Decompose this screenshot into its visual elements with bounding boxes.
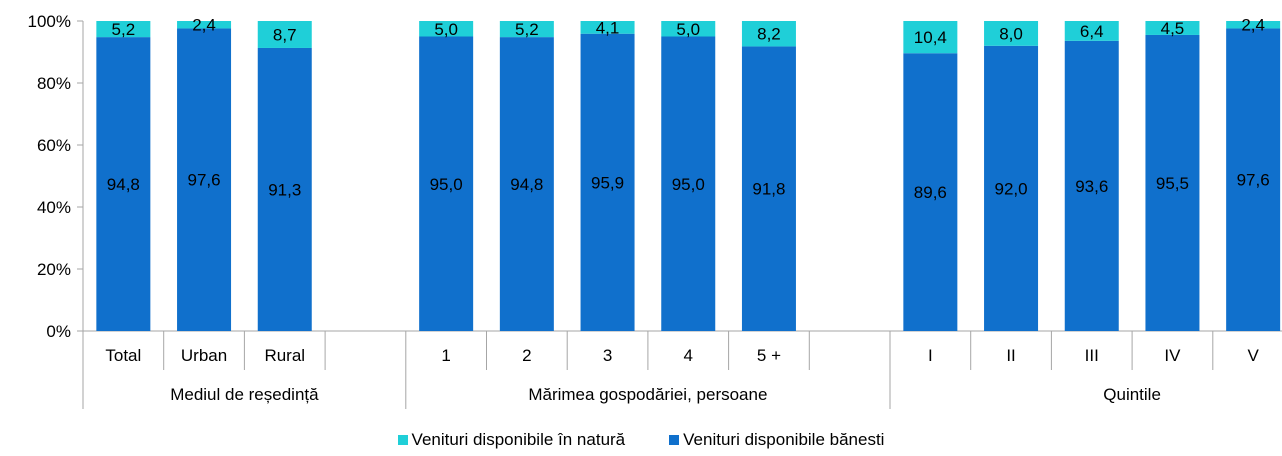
- y-tick-label: 0%: [46, 322, 71, 341]
- data-label-banesti: 94,8: [107, 175, 140, 194]
- bar-segment-natura: [177, 21, 232, 29]
- legend-swatch-natura: [397, 435, 408, 445]
- x-category-label: IV: [1164, 346, 1181, 365]
- data-label-natura: 5,2: [112, 20, 136, 39]
- bar-segment-natura: [257, 21, 312, 48]
- x-category-label: 2: [522, 346, 531, 365]
- y-tick-label: 100%: [28, 12, 71, 31]
- legend-swatch-banesti: [669, 435, 680, 445]
- bar-segment-natura: [499, 21, 554, 38]
- data-label-banesti: 97,6: [1237, 171, 1270, 190]
- data-label-natura: 4,5: [1161, 19, 1185, 38]
- bar-segment-natura: [661, 21, 716, 37]
- data-label-banesti: 97,6: [188, 171, 221, 190]
- axis-layer: 0% 20% 40% 60% 80% 100% Total Urban Rural 1 2 3 4 5 +…: [28, 12, 1282, 409]
- data-label-natura: 5,0: [676, 20, 700, 39]
- bar-segment-natura: [580, 21, 635, 34]
- y-tick-label: 60%: [37, 136, 71, 155]
- bar-segment-natura: [96, 21, 151, 38]
- bar-segment-banesti: [741, 46, 796, 332]
- data-label-banesti: 95,0: [672, 175, 705, 194]
- x-category-label: 1: [441, 346, 450, 365]
- legend-label-natura: Venituri disponibile în natură: [411, 430, 626, 449]
- legend: Venituri disponibile în natură Venituri …: [0, 428, 1282, 452]
- x-category-label: 4: [684, 346, 693, 365]
- data-label-banesti: 92,0: [995, 179, 1028, 198]
- data-label-banesti: 89,6: [914, 183, 947, 202]
- x-group-label: Mediul de reședință: [170, 385, 319, 404]
- x-category-label: V: [1247, 346, 1259, 365]
- x-category-label: II: [1006, 346, 1015, 365]
- bar-segment-banesti: [419, 36, 474, 331]
- bar-segment-natura: [903, 21, 958, 54]
- bar-segment-banesti: [1145, 34, 1200, 331]
- x-group-label: Mărimea gospodăriei, persoane: [528, 385, 767, 404]
- legend-item-banesti: Venituri disponibile bănesti: [669, 428, 884, 452]
- bar-segment-banesti: [984, 45, 1039, 332]
- x-category-label: Urban: [181, 346, 227, 365]
- y-tick-label: 40%: [37, 198, 71, 217]
- bar-segment-natura: [1064, 21, 1119, 41]
- data-label-natura: 2,4: [1241, 16, 1265, 35]
- bar-segment-banesti: [257, 47, 312, 331]
- bar-segment-banesti: [1064, 40, 1119, 332]
- data-label-banesti: 94,8: [510, 175, 543, 194]
- bar-segment-natura: [419, 21, 474, 37]
- data-label-banesti: 93,6: [1075, 177, 1108, 196]
- bar-segment-banesti: [580, 33, 635, 332]
- data-label-natura: 8,0: [999, 24, 1023, 43]
- bar-segment-banesti: [499, 37, 554, 332]
- data-label-banesti: 95,5: [1156, 174, 1189, 193]
- data-label-natura: 2,4: [192, 16, 216, 35]
- data-label-natura: 5,0: [434, 20, 458, 39]
- data-label-natura: 5,2: [515, 20, 539, 39]
- y-tick-label: 20%: [37, 260, 71, 279]
- bar-segment-banesti: [177, 28, 232, 331]
- data-label-natura: 10,4: [914, 28, 947, 47]
- data-label-banesti: 91,8: [752, 180, 785, 199]
- data-label-banesti: 95,0: [430, 175, 463, 194]
- x-group-label: Quintile: [1103, 385, 1161, 404]
- bar-segment-natura: [984, 21, 1039, 46]
- data-label-banesti: 95,9: [591, 173, 624, 192]
- bar-segment-banesti: [1226, 28, 1281, 331]
- x-category-label: III: [1085, 346, 1099, 365]
- data-label-natura: 4,1: [596, 18, 620, 37]
- data-label-natura: 8,7: [273, 25, 297, 44]
- data-label-natura: 6,4: [1080, 22, 1104, 41]
- bars-layer: [96, 21, 1281, 332]
- x-category-label: 5 +: [757, 346, 781, 365]
- bar-segment-natura: [741, 21, 796, 47]
- bar-segment-natura: [1226, 21, 1281, 29]
- y-tick-label: 80%: [37, 74, 71, 93]
- labels-layer: 94,8 5,2 97,6 2,4 91,3 8,7 95,0 5,0 94,8 5,2 95,9 4…: [107, 16, 1270, 202]
- data-label-natura: 8,2: [757, 25, 781, 44]
- legend-label-banesti: Venituri disponibile bănesti: [683, 430, 885, 449]
- legend-item-natura: Venituri disponibile în natură: [397, 428, 626, 452]
- bar-segment-banesti: [96, 37, 151, 332]
- x-category-label: 3: [603, 346, 612, 365]
- x-category-label: I: [928, 346, 933, 365]
- data-label-banesti: 91,3: [268, 180, 301, 199]
- bar-segment-banesti: [661, 36, 716, 331]
- bar-segment-natura: [1145, 21, 1200, 35]
- bar-segment-banesti: [903, 53, 958, 332]
- x-category-label: Rural: [264, 346, 305, 365]
- x-category-label: Total: [105, 346, 141, 365]
